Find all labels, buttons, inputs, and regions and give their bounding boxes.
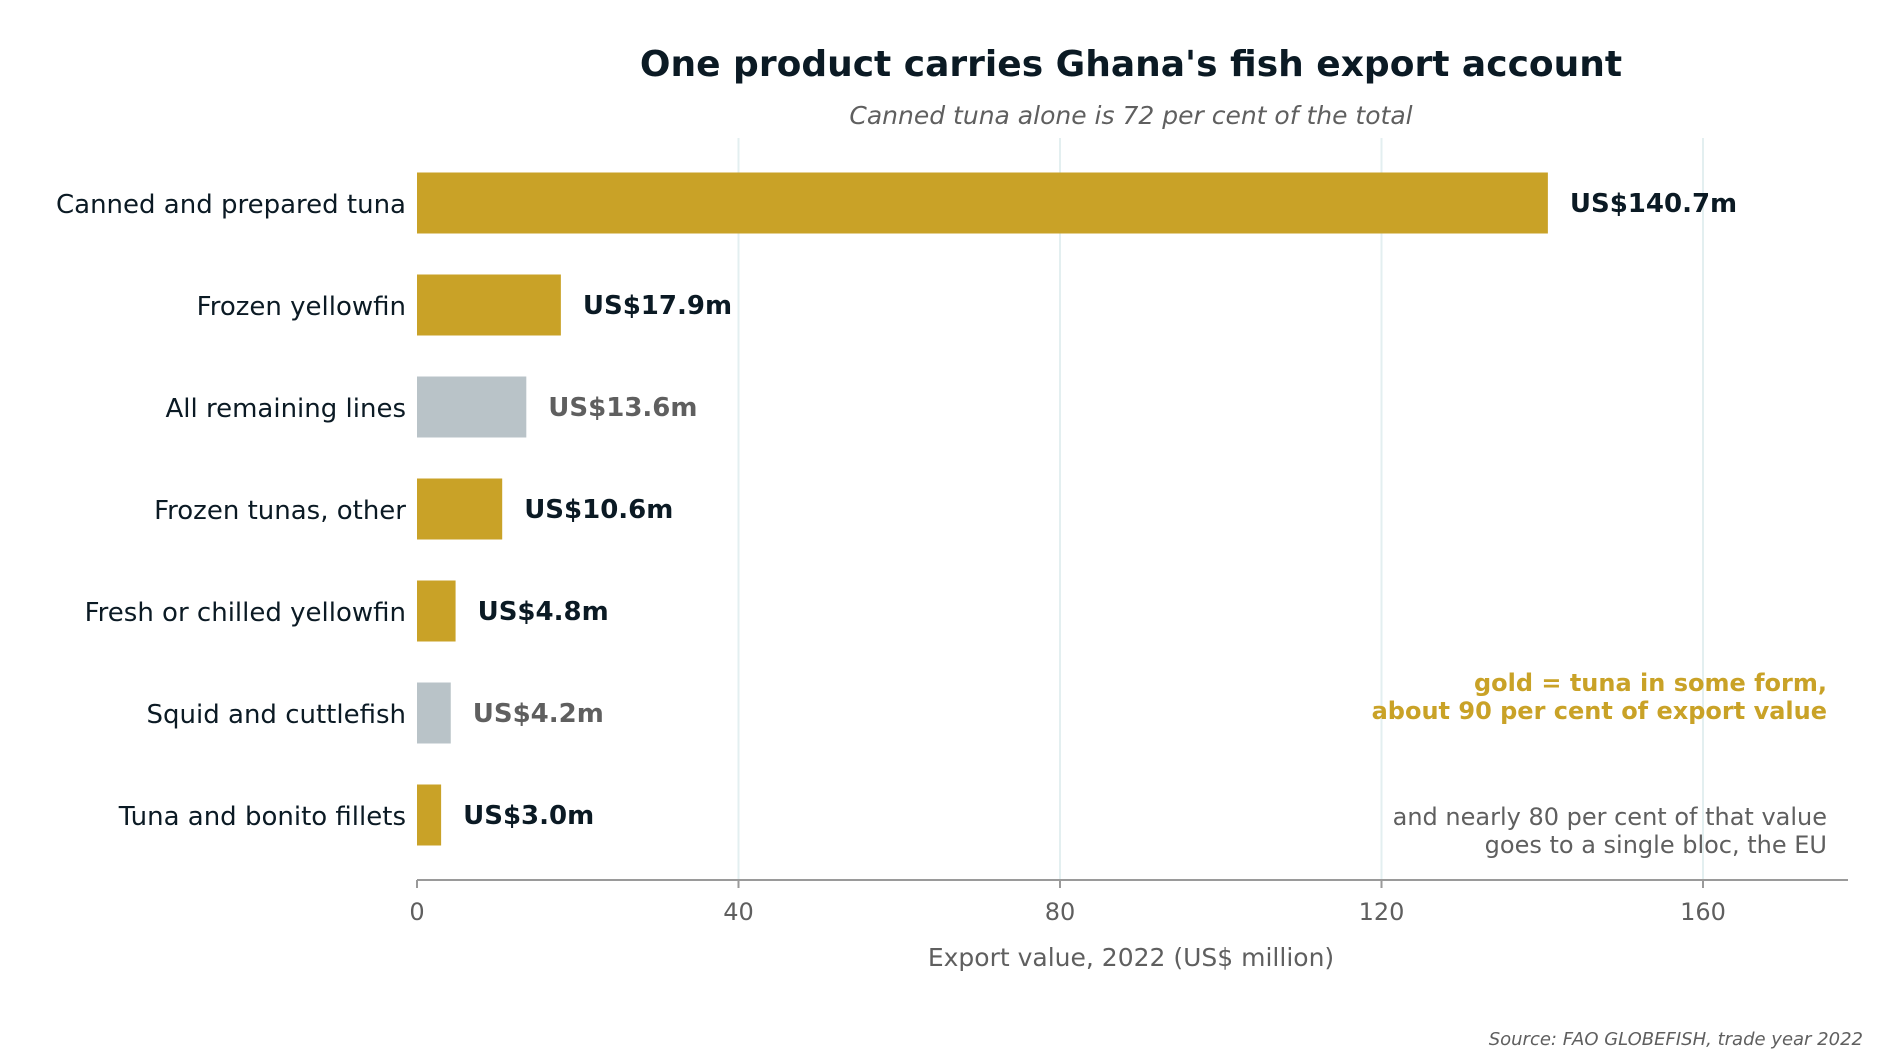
bar-value-label: US$4.8m [478,597,609,627]
category-label: Squid and cuttlefish [147,700,406,730]
bar-value-label: US$4.2m [473,699,604,729]
x-tick-label: 40 [723,898,754,926]
bar [417,580,456,642]
x-tick-label: 120 [1359,898,1405,926]
bar-value-label: US$10.6m [524,495,673,525]
bar [417,784,442,846]
x-tick-label: 80 [1045,898,1076,926]
category-label: Canned and prepared tuna [56,190,406,220]
bar [417,172,1548,234]
note-annotation-line1: and nearly 80 per cent of that value [1393,803,1827,831]
bar-value-label: US$13.6m [548,393,697,423]
bar [417,682,451,744]
highlight-annotation-line1: gold = tuna in some form, [1474,669,1827,697]
highlight-annotation-line2: about 90 per cent of export value [1372,697,1827,725]
category-label: Frozen tunas, other [154,496,406,526]
category-label: All remaining lines [165,394,406,424]
chart-title: One product carries Ghana's fish export … [640,44,1622,85]
bar-value-label: US$3.0m [463,801,594,831]
x-tick-label: 0 [409,898,424,926]
bars [417,172,1548,846]
bar [417,478,503,540]
gridlines [737,138,1704,880]
x-axis: 0 40 80 120 160 [409,879,1848,926]
bar-value-label: US$140.7m [1570,189,1737,219]
x-tick-label: 160 [1680,898,1726,926]
chart-subtitle: Canned tuna alone is 72 per cent of the … [849,101,1412,130]
x-axis-label: Export value, 2022 (US$ million) [928,943,1334,972]
category-label: Tuna and bonito fillets [118,802,406,832]
data-labels: US$140.7m US$17.9m US$13.6m US$10.6m US$4.8m… [463,189,1737,831]
category-label: Fresh or chilled yellowfin [85,598,406,628]
source-note: Source: FAO GLOBEFISH, trade year 2022 [1489,1029,1863,1050]
bar-value-label: US$17.9m [583,291,732,321]
bar [417,274,561,336]
category-label: Frozen yellowfin [197,292,406,322]
note-annotation-line2: goes to a single bloc, the EU [1485,831,1827,859]
bar [417,376,527,438]
category-labels: Canned and prepared tuna Frozen yellowfin… [56,190,406,832]
